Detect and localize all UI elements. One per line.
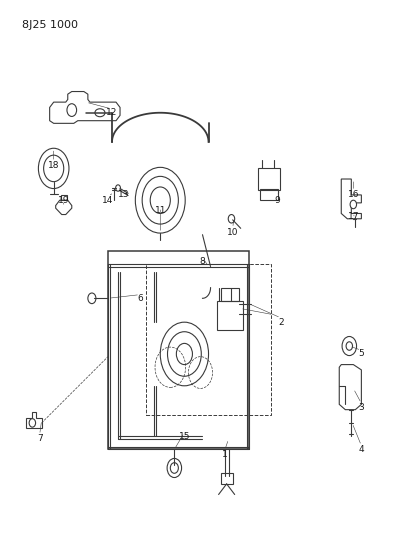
Text: 7: 7 <box>37 434 43 443</box>
Circle shape <box>150 187 171 214</box>
Text: 14: 14 <box>102 196 114 205</box>
Text: 11: 11 <box>155 206 166 215</box>
Bar <box>221 473 232 484</box>
Bar <box>221 288 239 301</box>
Bar <box>260 189 278 200</box>
Circle shape <box>38 148 69 189</box>
Text: 4: 4 <box>358 445 364 454</box>
Text: 3: 3 <box>358 402 364 411</box>
Text: 8: 8 <box>200 257 205 265</box>
Text: 12: 12 <box>106 108 118 117</box>
Text: 18: 18 <box>48 161 60 170</box>
Polygon shape <box>341 179 361 219</box>
Text: 16: 16 <box>347 190 359 199</box>
Bar <box>61 195 66 200</box>
Text: 19: 19 <box>58 196 70 205</box>
Circle shape <box>67 104 77 116</box>
Text: 8J25 1000: 8J25 1000 <box>21 20 77 30</box>
Bar <box>258 168 280 190</box>
Bar <box>217 301 243 330</box>
Bar <box>108 251 249 449</box>
Ellipse shape <box>95 109 105 117</box>
Circle shape <box>160 322 209 386</box>
Text: 9: 9 <box>274 196 280 205</box>
Circle shape <box>115 185 120 191</box>
Circle shape <box>171 463 178 473</box>
Polygon shape <box>26 413 42 428</box>
Bar <box>146 264 271 415</box>
Circle shape <box>44 155 64 182</box>
Circle shape <box>350 200 356 209</box>
Circle shape <box>88 293 96 304</box>
Circle shape <box>29 419 36 427</box>
Circle shape <box>167 458 181 478</box>
Circle shape <box>135 167 185 233</box>
Text: 10: 10 <box>227 228 239 237</box>
Circle shape <box>176 343 192 365</box>
Polygon shape <box>56 200 72 215</box>
Circle shape <box>346 342 352 350</box>
Circle shape <box>142 176 178 224</box>
Text: 13: 13 <box>118 190 130 199</box>
Circle shape <box>168 332 201 376</box>
Text: 6: 6 <box>137 294 143 303</box>
Polygon shape <box>50 92 120 123</box>
Text: 1: 1 <box>222 450 228 459</box>
Text: 2: 2 <box>278 318 284 327</box>
Polygon shape <box>339 365 361 410</box>
Circle shape <box>342 336 356 356</box>
Text: 15: 15 <box>179 432 190 441</box>
Text: 17: 17 <box>347 212 359 221</box>
Circle shape <box>228 215 234 223</box>
Text: 5: 5 <box>358 350 364 359</box>
